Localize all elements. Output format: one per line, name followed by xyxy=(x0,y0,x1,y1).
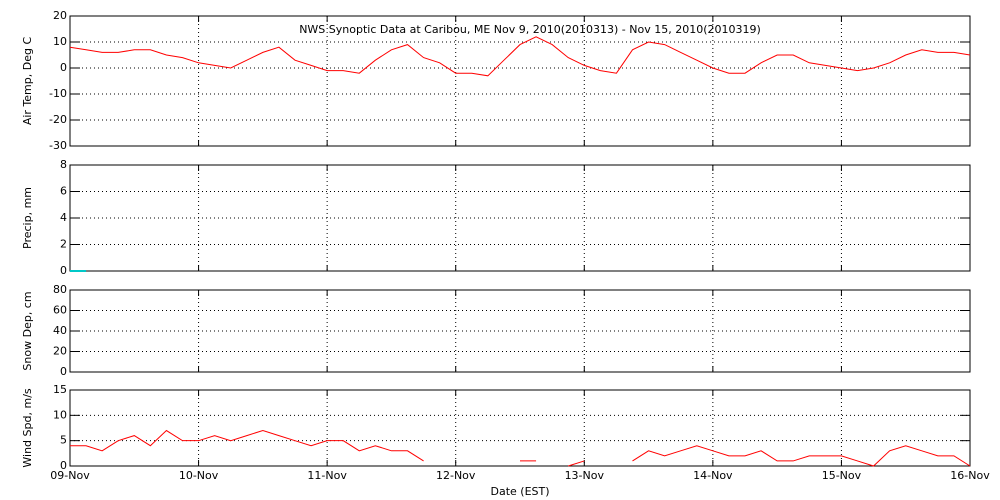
y-tick-label: 80 xyxy=(53,283,67,296)
y-tick-label: 5 xyxy=(60,434,67,447)
x-axis-label: Date (EST) xyxy=(490,485,549,498)
x-tick-label: 10-Nov xyxy=(179,469,219,482)
plot-frame xyxy=(69,389,971,467)
y-tick-label: 20 xyxy=(53,9,67,22)
y-tick-label: 0 xyxy=(60,365,67,378)
y-axis-label: Snow Dep, cm xyxy=(21,291,34,370)
y-tick-label: 10 xyxy=(53,35,67,48)
y-tick-label: 10 xyxy=(53,408,67,421)
y-tick-label: 4 xyxy=(60,211,67,224)
x-tick-label: 09-Nov xyxy=(50,469,90,482)
y-tick-label: 6 xyxy=(60,185,67,198)
y-axis-label: Precip, mm xyxy=(21,187,34,249)
y-tick-label: -30 xyxy=(49,139,67,152)
y-tick-label: 0 xyxy=(60,264,67,277)
y-tick-label: -10 xyxy=(49,87,67,100)
x-tick-label: 16-Nov xyxy=(950,469,990,482)
y-tick-label: 0 xyxy=(60,61,67,74)
data-line xyxy=(70,429,971,467)
data-line xyxy=(69,36,971,77)
y-tick-label: 60 xyxy=(53,304,67,317)
x-tick-label: 11-Nov xyxy=(307,469,347,482)
chart-title: NWS Synoptic Data at Caribou, ME Nov 9, … xyxy=(299,23,761,36)
y-tick-label: 0 xyxy=(60,459,67,472)
y-tick-label: 15 xyxy=(53,383,67,396)
y-tick-label: 20 xyxy=(53,345,67,358)
x-tick-label: 14-Nov xyxy=(693,469,733,482)
y-tick-label: 40 xyxy=(53,324,67,337)
x-tick-label: 15-Nov xyxy=(822,469,862,482)
y-tick-label: 8 xyxy=(60,158,67,171)
y-axis-label: Air Temp, Deg C xyxy=(21,37,34,126)
x-tick-label: 12-Nov xyxy=(436,469,476,482)
y-axis-label: Wind Spd, m/s xyxy=(21,388,34,468)
y-tick-label: 2 xyxy=(60,238,67,251)
x-tick-label: 13-Nov xyxy=(565,469,605,482)
y-tick-label: -20 xyxy=(49,113,67,126)
